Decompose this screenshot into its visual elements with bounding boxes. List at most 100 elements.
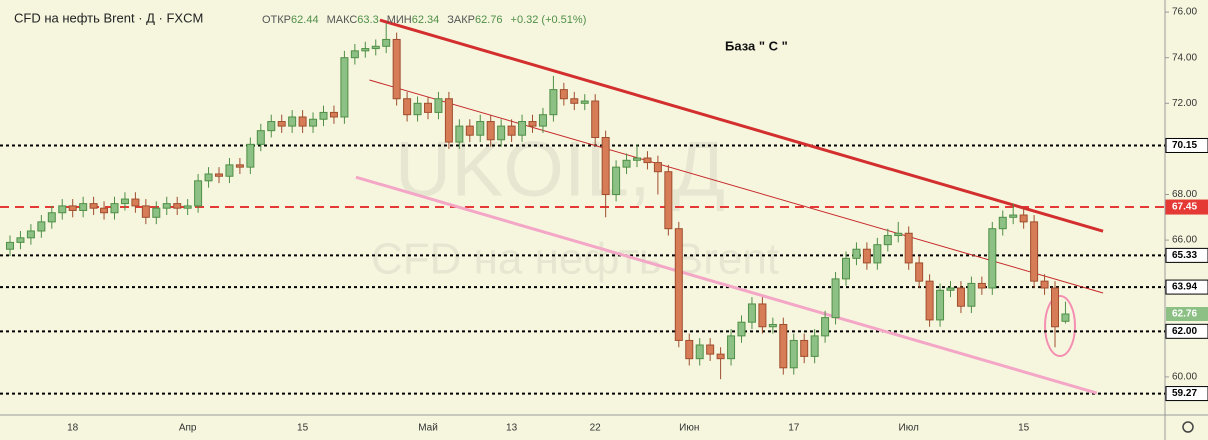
- annotation: База " С ": [725, 38, 788, 53]
- candle-body: [476, 121, 485, 136]
- candle-body: [904, 232, 913, 264]
- candle-body: [601, 136, 610, 196]
- x-tick-label: 15: [1018, 423, 1030, 434]
- x-tick-label: Апр: [179, 423, 197, 434]
- candle-body: [444, 98, 453, 143]
- candle-body: [1040, 280, 1049, 289]
- ohlc-value: 62.76: [475, 14, 503, 26]
- candle-body: [256, 130, 265, 145]
- level-label-box: [1165, 137, 1208, 153]
- candle-body: [110, 203, 119, 214]
- candle-body: [549, 89, 558, 116]
- candle-body: [225, 164, 234, 177]
- level-label: 70.15: [1172, 140, 1197, 151]
- candle-body: [956, 287, 965, 307]
- candle-body: [988, 228, 997, 289]
- ohlc-label: ЗАКР: [447, 14, 475, 26]
- candle-body: [664, 171, 673, 230]
- candle-body: [894, 232, 903, 237]
- candle-body: [967, 282, 976, 307]
- ohlc-label: МИН: [387, 14, 412, 26]
- y-tick-label: 74.00: [1172, 52, 1197, 63]
- candle-body: [37, 221, 46, 232]
- candle-body: [977, 282, 986, 289]
- ohlc-label: ОТКР: [262, 14, 291, 26]
- level-label: 67.45: [1172, 202, 1197, 213]
- candle-body: [1019, 214, 1028, 223]
- candle-body: [120, 198, 129, 205]
- watermark: CFD на нефть Brent: [371, 235, 779, 284]
- candle-body: [612, 166, 621, 196]
- candle-body: [319, 111, 328, 120]
- level-label-box: [1165, 386, 1208, 402]
- ohlc-value: 63.3: [357, 14, 378, 26]
- level-label: 59.27: [1172, 388, 1197, 399]
- candle-body: [1009, 214, 1018, 218]
- candle-body: [173, 203, 182, 209]
- candle-body: [528, 121, 537, 127]
- level-label-box: [1165, 323, 1208, 339]
- candle-body: [100, 207, 109, 214]
- candle-body: [873, 244, 882, 264]
- candle-body: [204, 173, 213, 182]
- candle-body: [413, 102, 422, 116]
- candle-body: [695, 344, 704, 360]
- trendline: [369, 79, 1104, 294]
- candle-body: [131, 198, 140, 207]
- candle-body: [455, 125, 464, 143]
- candle-body: [246, 143, 255, 168]
- candle-body: [1030, 221, 1039, 282]
- candle-body: [633, 157, 641, 161]
- x-tick-label: Май: [418, 423, 438, 434]
- candle-body: [789, 339, 798, 369]
- candle-body: [936, 289, 945, 321]
- candle-body: [79, 203, 88, 211]
- x-tick-label: 18: [67, 423, 79, 434]
- candle-body: [643, 157, 652, 164]
- candle-body: [716, 353, 725, 360]
- candle-body: [350, 50, 359, 59]
- candle-body: [434, 98, 443, 113]
- y-tick-label: 76.00: [1172, 7, 1197, 18]
- candle-body: [465, 125, 474, 136]
- level-label-box: [1165, 199, 1208, 215]
- candle-body: [298, 116, 307, 127]
- candle-body: [340, 57, 349, 118]
- candle-body: [831, 278, 840, 319]
- candle-body: [47, 212, 56, 223]
- candle-body: [26, 230, 35, 239]
- candle-body: [915, 262, 924, 282]
- candle-body: [706, 344, 715, 355]
- candle-body: [497, 125, 506, 141]
- candle-body: [162, 203, 171, 209]
- candle-body: [570, 98, 579, 104]
- trendline: [355, 175, 1098, 395]
- candle-body: [758, 303, 767, 328]
- candle-body: [1061, 313, 1070, 322]
- x-tick-label: 17: [788, 423, 800, 434]
- highlight-ellipse: [1044, 295, 1076, 357]
- candle-body: [580, 100, 589, 104]
- candle-body: [486, 121, 495, 141]
- candle-body: [392, 38, 401, 100]
- x-tick-label: Июн: [679, 423, 699, 434]
- settings-icon[interactable]: [1182, 421, 1194, 433]
- candle-body: [862, 248, 871, 264]
- candle-body: [852, 248, 861, 259]
- candle-body: [768, 323, 777, 328]
- candle-body: [747, 303, 756, 323]
- candle-body: [309, 118, 318, 127]
- x-tick-label: Июл: [899, 423, 919, 434]
- level-label: 63.94: [1172, 282, 1197, 293]
- candle-body: [674, 228, 683, 341]
- x-tick-label: 15: [297, 423, 309, 434]
- trendline: [379, 18, 1104, 233]
- candle-body: [403, 98, 412, 116]
- candle-body: [361, 48, 370, 52]
- candle-body: [89, 203, 98, 209]
- candle-body: [215, 173, 223, 177]
- y-tick-label: 66.00: [1172, 235, 1197, 246]
- candle-body: [507, 125, 516, 136]
